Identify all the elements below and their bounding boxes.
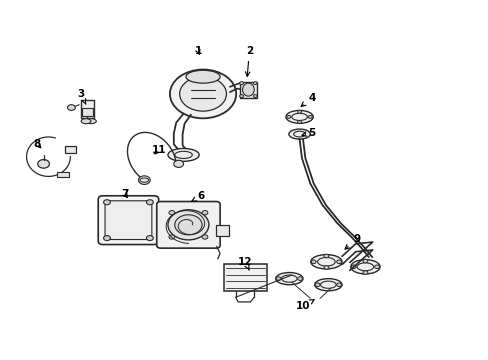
Circle shape [308,116,312,118]
Circle shape [362,259,367,263]
Text: 5: 5 [302,128,315,138]
Circle shape [253,82,257,85]
Circle shape [239,82,243,85]
Circle shape [276,277,281,280]
Circle shape [146,200,153,205]
Text: 1: 1 [194,46,202,56]
Ellipse shape [86,119,96,124]
Text: 7: 7 [121,189,128,199]
Circle shape [286,116,290,118]
Ellipse shape [310,255,341,269]
Circle shape [202,235,207,239]
Ellipse shape [285,111,313,123]
Ellipse shape [81,119,91,124]
Circle shape [362,271,367,274]
Circle shape [174,215,202,235]
Bar [215,225,229,235]
Bar [57,172,69,177]
Circle shape [138,176,150,184]
Circle shape [38,159,49,168]
Bar [65,146,76,153]
Circle shape [146,235,153,240]
Bar [240,82,256,98]
Circle shape [324,266,328,269]
Circle shape [173,160,183,167]
Ellipse shape [275,273,303,285]
Circle shape [239,95,243,98]
Ellipse shape [314,279,341,291]
Circle shape [336,283,341,287]
Circle shape [103,200,110,205]
FancyBboxPatch shape [98,196,158,244]
Circle shape [67,105,75,111]
Circle shape [167,210,208,240]
Ellipse shape [185,70,220,83]
Text: 11: 11 [152,144,166,154]
Circle shape [103,235,110,240]
Ellipse shape [350,260,379,274]
Text: 3: 3 [78,89,86,104]
Ellipse shape [167,148,199,161]
Circle shape [374,265,379,269]
Text: 8: 8 [34,139,41,149]
Circle shape [253,95,257,98]
Ellipse shape [242,83,254,96]
Circle shape [168,235,174,239]
Circle shape [350,265,355,269]
Text: 9: 9 [345,234,360,249]
FancyBboxPatch shape [105,201,152,239]
Bar [82,108,93,116]
Text: 4: 4 [301,93,315,107]
Bar [81,100,94,118]
Circle shape [315,283,320,287]
Text: 12: 12 [238,257,252,270]
Circle shape [297,121,301,123]
Circle shape [336,260,341,264]
Circle shape [297,277,302,280]
Text: 10: 10 [295,300,313,311]
Ellipse shape [288,129,310,139]
Circle shape [311,260,316,264]
Circle shape [169,69,236,118]
Circle shape [179,77,226,111]
FancyBboxPatch shape [157,202,220,248]
Circle shape [297,111,301,113]
Circle shape [324,254,328,258]
Text: 2: 2 [245,46,252,76]
Text: 6: 6 [191,191,204,202]
Bar [224,264,266,291]
Circle shape [202,211,207,215]
Circle shape [168,211,174,215]
